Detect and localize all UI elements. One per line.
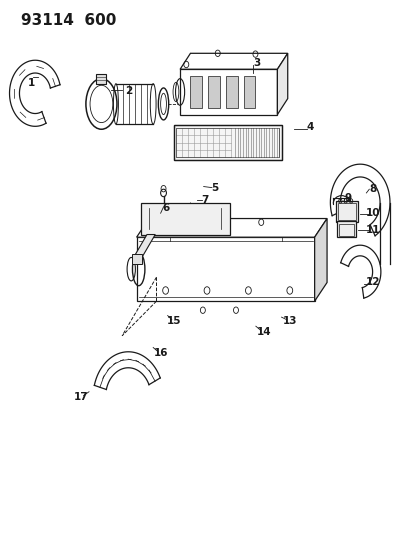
- FancyBboxPatch shape: [190, 76, 202, 108]
- FancyBboxPatch shape: [173, 125, 281, 160]
- Text: 9: 9: [343, 193, 351, 203]
- Text: 1: 1: [27, 78, 35, 87]
- Text: 17: 17: [73, 392, 88, 402]
- Text: 6: 6: [161, 203, 169, 213]
- FancyBboxPatch shape: [208, 76, 219, 108]
- Polygon shape: [136, 219, 326, 237]
- Text: 14: 14: [256, 327, 271, 336]
- Text: 5: 5: [211, 183, 218, 192]
- Text: 8: 8: [368, 184, 375, 194]
- FancyBboxPatch shape: [140, 203, 229, 235]
- Text: 3: 3: [252, 58, 260, 68]
- Circle shape: [204, 287, 209, 294]
- Text: 12: 12: [364, 278, 379, 287]
- Circle shape: [162, 287, 168, 294]
- FancyBboxPatch shape: [335, 201, 357, 222]
- FancyBboxPatch shape: [243, 76, 255, 108]
- Text: 93114  600: 93114 600: [21, 13, 116, 28]
- Text: 16: 16: [153, 348, 168, 358]
- FancyBboxPatch shape: [337, 221, 355, 237]
- Polygon shape: [180, 53, 287, 69]
- FancyBboxPatch shape: [225, 76, 237, 108]
- Polygon shape: [180, 69, 277, 115]
- Text: 13: 13: [282, 316, 297, 326]
- Circle shape: [245, 287, 251, 294]
- Polygon shape: [134, 235, 155, 256]
- FancyBboxPatch shape: [96, 74, 106, 84]
- Text: 11: 11: [364, 225, 379, 235]
- Text: 15: 15: [166, 316, 181, 326]
- Polygon shape: [314, 219, 326, 301]
- Text: 2: 2: [124, 86, 132, 95]
- Text: 10: 10: [364, 208, 379, 218]
- Circle shape: [160, 189, 166, 197]
- Text: 4: 4: [306, 122, 313, 132]
- Circle shape: [286, 287, 292, 294]
- Text: 7: 7: [201, 195, 208, 205]
- Polygon shape: [277, 53, 287, 115]
- Polygon shape: [136, 237, 314, 301]
- FancyBboxPatch shape: [132, 254, 141, 264]
